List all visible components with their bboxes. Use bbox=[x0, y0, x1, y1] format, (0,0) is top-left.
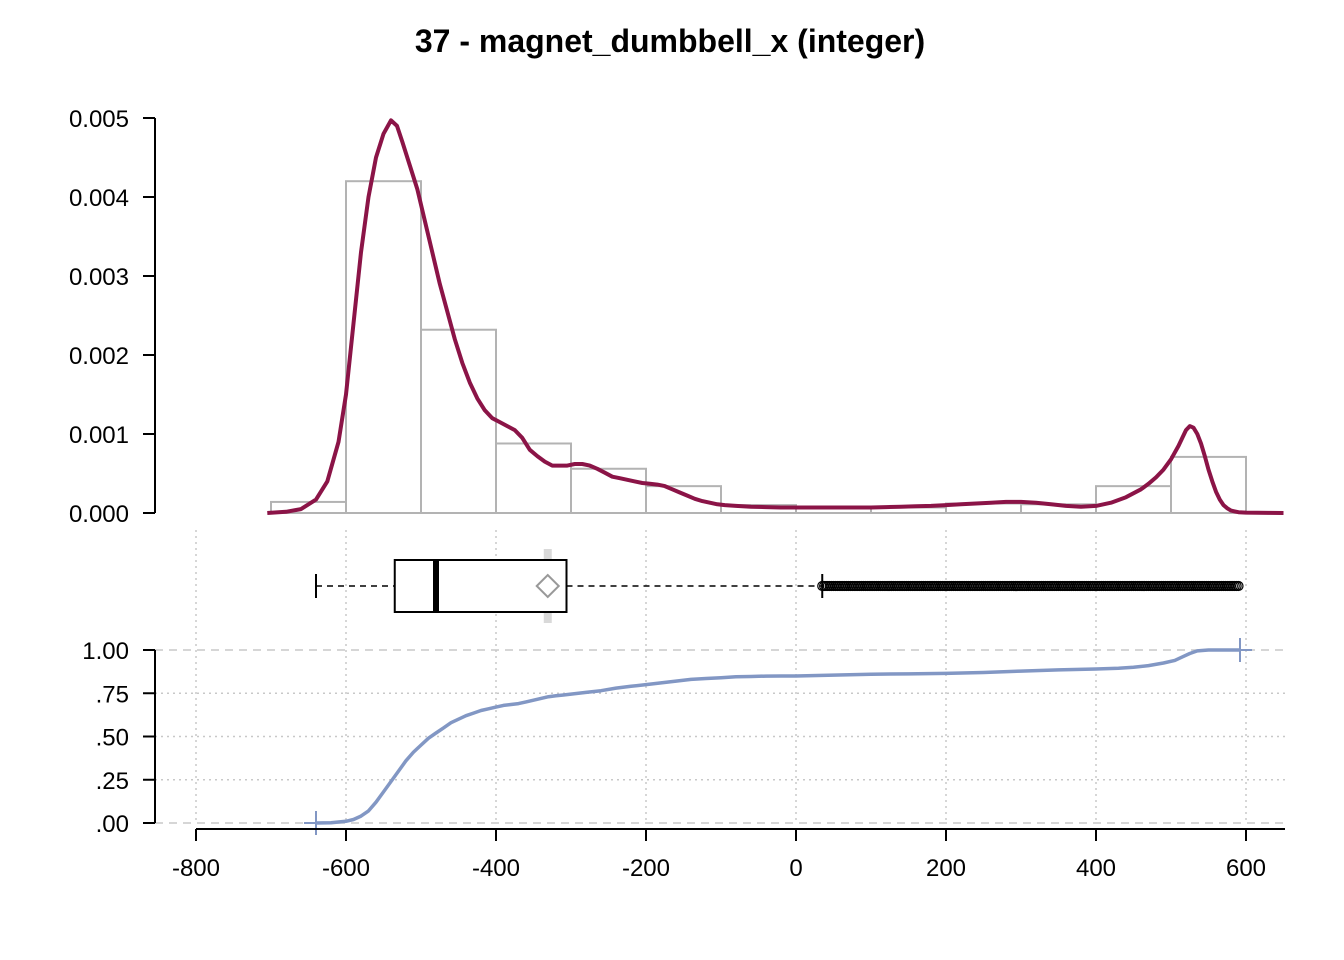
histogram-panel: 0.000 0.001 0.002 0.003 0.004 0.005 bbox=[69, 106, 1284, 528]
y-tick-label: 0.005 bbox=[69, 106, 129, 133]
x-tick-label: -800 bbox=[172, 855, 220, 882]
y-tick-label: .25 bbox=[96, 768, 129, 795]
x-tick-label: 200 bbox=[926, 855, 966, 882]
x-axis: -800 -600 -400 -200 0 200 400 600 bbox=[172, 828, 1285, 882]
y-tick-label: 0.000 bbox=[69, 501, 129, 528]
ecdf-y-axis: .00 .25 .50 .75 1.00 bbox=[82, 638, 156, 838]
density-curve bbox=[267, 118, 1284, 515]
ecdf-horizontal-grid bbox=[155, 649, 1285, 824]
histogram-bars bbox=[270, 180, 1247, 515]
histogram-bar bbox=[1095, 485, 1172, 515]
chart-title: 37 - magnet_dumbbell_x (integer) bbox=[415, 23, 925, 59]
x-tick-label: 400 bbox=[1076, 855, 1116, 882]
x-tick-label: 600 bbox=[1226, 855, 1266, 882]
x-tick-label: -200 bbox=[622, 855, 670, 882]
y-tick-label: 0.001 bbox=[69, 422, 129, 449]
y-tick-label: 0.004 bbox=[69, 185, 129, 212]
boxplot-panel bbox=[315, 549, 1244, 623]
ecdf-line bbox=[315, 648, 1240, 825]
y-tick-label: 1.00 bbox=[82, 638, 129, 665]
y-tick-label: 0.003 bbox=[69, 264, 129, 291]
ecdf-panel: .00 .25 .50 .75 1.00 -800 -600 -400 -200 0 200 400… bbox=[82, 638, 1285, 882]
x-tick-label: 0 bbox=[789, 855, 802, 882]
outlier-point bbox=[1233, 580, 1244, 592]
histogram-bar bbox=[1170, 455, 1247, 515]
x-tick-label: -600 bbox=[322, 855, 370, 882]
mean-marker bbox=[535, 573, 561, 599]
y-tick-label: 0.002 bbox=[69, 343, 129, 370]
histogram-bar bbox=[645, 485, 722, 515]
x-tick-label: -400 bbox=[472, 855, 520, 882]
y-tick-label: .00 bbox=[96, 811, 129, 838]
histogram-y-axis: 0.000 0.001 0.002 0.003 0.004 0.005 bbox=[69, 106, 156, 528]
y-tick-label: .50 bbox=[96, 725, 129, 752]
ecdf-end-markers bbox=[304, 638, 1252, 835]
histogram-bar bbox=[345, 180, 422, 514]
y-tick-label: .75 bbox=[96, 681, 129, 708]
